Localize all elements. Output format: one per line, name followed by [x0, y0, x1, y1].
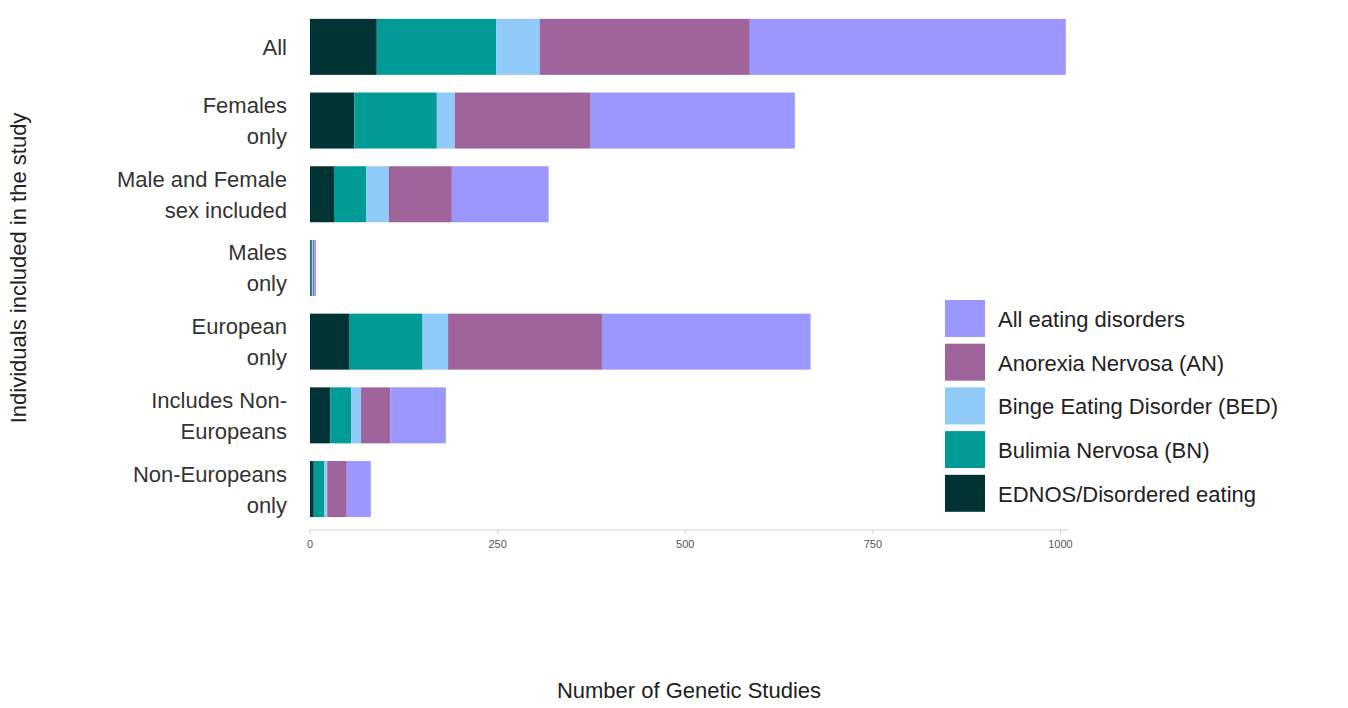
legend-label: Binge Eating Disorder (BED) — [998, 394, 1278, 419]
bar-segment — [455, 93, 591, 149]
category-label-line: Males — [228, 240, 287, 265]
bar-segment — [327, 461, 347, 517]
bar-segment — [496, 19, 540, 75]
category-label: European only — [192, 314, 287, 370]
x-tick — [497, 530, 498, 534]
bar-segment — [347, 461, 371, 517]
category-label-line: European — [192, 314, 287, 339]
x-tick-label: 250 — [488, 538, 506, 550]
bar-segment — [311, 240, 313, 296]
x-tick — [1060, 530, 1061, 534]
chart: 0 250 500 750 1000 All Females only Male and Fem… — [0, 0, 1348, 708]
bar-segment — [313, 240, 315, 296]
x-axis-line — [310, 529, 1068, 530]
x-tick-label: 750 — [864, 538, 882, 550]
bar-segment — [389, 166, 452, 222]
x-tick-label: 1000 — [1048, 538, 1072, 550]
legend: All eating disorders Anorexia Nervosa (AN… — [945, 300, 1278, 512]
x-tick — [685, 530, 686, 534]
bar-segment — [310, 461, 314, 517]
bar-segment — [310, 387, 330, 443]
category-label: Males only — [228, 240, 287, 296]
legend-label: EDNOS/Disordered eating — [998, 482, 1256, 507]
category-label-line: only — [247, 493, 287, 518]
x-tick-label: 500 — [676, 538, 694, 550]
category-label-line: only — [247, 271, 287, 296]
category-label-line: Europeans — [181, 419, 287, 444]
bar-segment — [390, 387, 446, 443]
y-axis-title: Individuals included in the study — [6, 113, 31, 424]
bar-segment — [437, 93, 455, 149]
category-label: Includes Non- Europeans — [151, 388, 287, 444]
bars — [310, 19, 1066, 517]
bar-segment — [310, 19, 377, 75]
x-tick-label: 0 — [307, 538, 313, 550]
bar-segment — [334, 166, 366, 222]
category-label: Non-Europeans only — [133, 462, 287, 518]
bar-segment — [349, 314, 423, 370]
bar-segment — [540, 19, 750, 75]
bar-segment — [423, 314, 449, 370]
bar-segment — [750, 19, 1066, 75]
legend-label: Bulimia Nervosa (BN) — [998, 438, 1210, 463]
bar-segment — [366, 166, 389, 222]
category-label: Male and Female sex included — [117, 167, 287, 223]
x-tick — [872, 530, 873, 534]
category-label: All — [263, 35, 287, 60]
category-label-line: Females — [203, 93, 287, 118]
legend-swatch — [945, 387, 985, 424]
bar-segment — [452, 166, 549, 222]
bar-segment — [310, 314, 349, 370]
category-label-line: sex included — [165, 198, 287, 223]
category-label-line: Non-Europeans — [133, 462, 287, 487]
category-label-line: Includes Non- — [151, 388, 287, 413]
x-axis-title: Number of Genetic Studies — [557, 678, 821, 703]
bar-segment — [591, 93, 795, 149]
legend-swatch — [945, 300, 985, 337]
category-label-line: Male and Female — [117, 167, 287, 192]
legend-swatch — [945, 344, 985, 381]
bar-segment — [448, 314, 602, 370]
bar-segment — [361, 387, 390, 443]
bar-segment — [354, 93, 437, 149]
category-label-line: only — [247, 345, 287, 370]
legend-label: All eating disorders — [998, 307, 1185, 332]
bar-segment — [377, 19, 496, 75]
category-label-line: All — [263, 35, 287, 60]
bar-segment — [315, 240, 317, 296]
bar-segment — [602, 314, 811, 370]
bar-segment — [324, 461, 327, 517]
bar-segment — [314, 461, 325, 517]
x-tick — [310, 530, 311, 534]
category-label: Females only — [203, 93, 287, 149]
legend-swatch — [945, 475, 985, 512]
bar-segment — [330, 387, 351, 443]
legend-swatch — [945, 431, 985, 468]
bar-segment — [310, 93, 354, 149]
bar-segment — [351, 387, 361, 443]
category-label-line: only — [247, 124, 287, 149]
legend-label: Anorexia Nervosa (AN) — [998, 351, 1224, 376]
bar-segment — [310, 166, 334, 222]
